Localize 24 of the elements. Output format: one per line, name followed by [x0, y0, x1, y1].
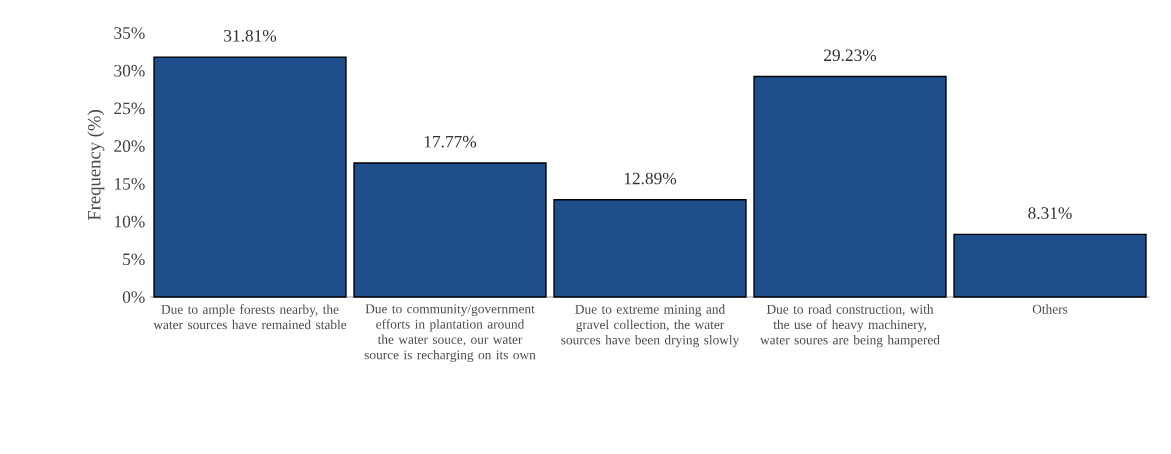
x-tick-label: Due to road construction, with the use of heavy machinery, water soures are being hampered: [760, 304, 940, 348]
bar: [353, 162, 547, 298]
y-axis-title: Frequency (%): [87, 110, 105, 221]
x-tick-label: Due to ample forests nearby, the water sources have remained stable: [153, 304, 347, 330]
x-tick-label: Due to extreme mining and gravel collection, the water sources have been drying slowly: [561, 304, 740, 348]
y-tick-label: 10%: [115, 215, 145, 228]
y-tick-label: 30%: [114, 64, 145, 77]
y-tick-label: 35%: [114, 27, 145, 39]
bar: [553, 199, 747, 298]
data-label: 12.89%: [624, 172, 677, 185]
data-label: 17.77%: [424, 135, 477, 148]
bar: [953, 233, 1147, 298]
data-label: 29.23%: [824, 49, 877, 62]
x-tick-label: Others: [1032, 304, 1068, 314]
data-label: 8.31%: [1028, 207, 1072, 219]
y-tick-label: 0%: [122, 291, 145, 303]
x-tick-label: Due to community/government efforts in plantation around the water souce, our water source is recharging on its own: [364, 304, 536, 363]
bar: [753, 75, 947, 298]
data-label: 31.81%: [224, 29, 277, 42]
y-tick-label: 15%: [115, 177, 145, 190]
y-tick-label: 5%: [123, 253, 145, 266]
y-tick-label: 25%: [114, 102, 145, 115]
bar: [153, 56, 347, 298]
y-tick-label: 20%: [114, 140, 145, 153]
